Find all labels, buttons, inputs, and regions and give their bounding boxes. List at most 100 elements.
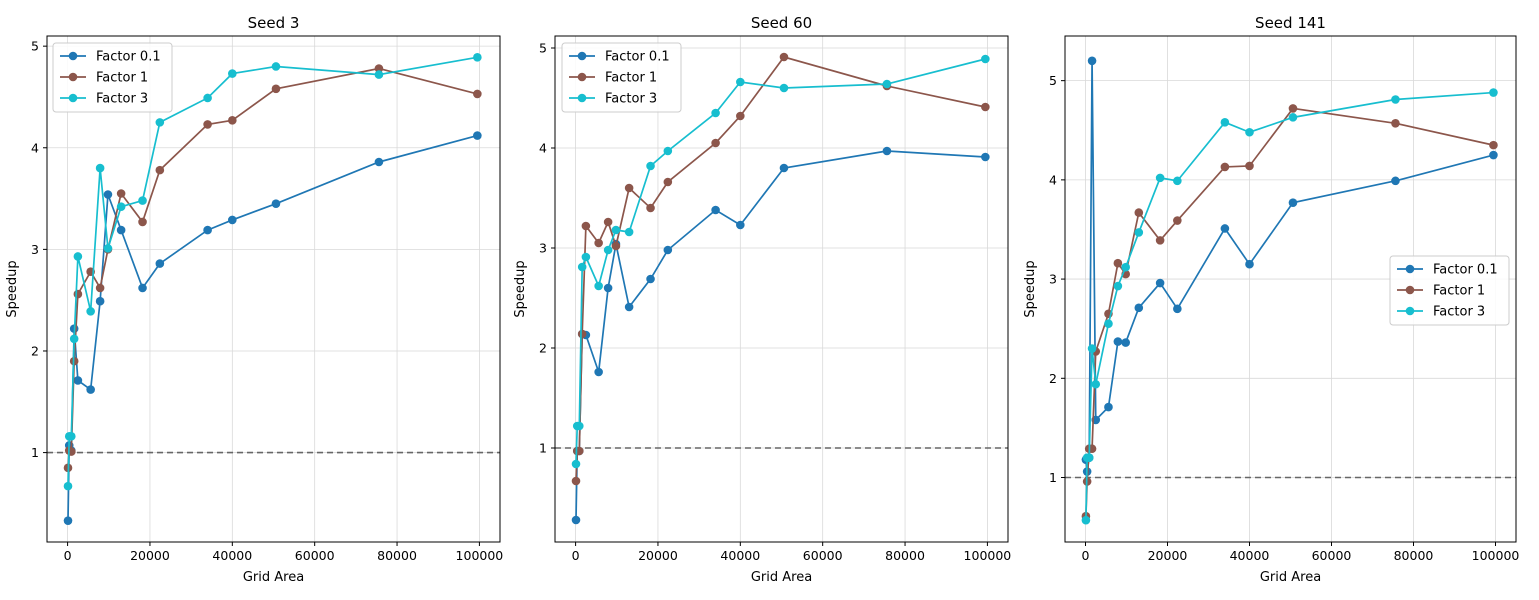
y-tick-label: 4 — [539, 141, 547, 156]
data-point — [1134, 303, 1144, 313]
legend-frame — [1389, 255, 1510, 326]
data-point — [1081, 515, 1091, 525]
plot-frame — [1064, 35, 1517, 543]
data-point — [116, 225, 126, 235]
data-point — [1087, 56, 1097, 66]
data-point — [374, 70, 384, 79]
legend-label-1: Factor 0.1 — [605, 50, 670, 65]
data-point — [1245, 127, 1254, 137]
series-line-1 — [1085, 60, 1494, 472]
data-point — [1173, 176, 1182, 186]
chart-panel-2: 0 20000 40000 60000 80000 100000 1 2 3 4 5 Seed 60 G… — [513, 14, 1011, 585]
data-point — [981, 152, 990, 162]
data-point — [86, 385, 95, 394]
data-point — [736, 111, 745, 121]
y-axis-label: Speedup — [1023, 260, 1038, 317]
chart-title: Seed 141 — [1255, 14, 1326, 32]
series-line-3 — [575, 58, 986, 465]
x-tick-label: 20000 — [130, 548, 170, 563]
data-point — [228, 69, 237, 78]
y-tick-label: 5 — [539, 41, 547, 56]
x-tick-label: 60000 — [1312, 548, 1352, 563]
y-tick-label: 5 — [31, 39, 39, 54]
data-point — [646, 203, 655, 213]
data-point — [571, 459, 581, 469]
data-point — [1121, 262, 1130, 272]
data-point — [1489, 150, 1498, 160]
data-point — [1087, 344, 1097, 353]
data-point — [138, 217, 147, 227]
data-point — [1245, 259, 1254, 269]
legend-label-3: Factor 3 — [1433, 305, 1485, 320]
data-point — [611, 241, 621, 251]
data-point — [155, 165, 165, 175]
data-point — [1220, 162, 1230, 172]
legend-label-3: Factor 3 — [96, 92, 148, 107]
x-tick-label: 100000 — [456, 548, 504, 563]
data-point — [1121, 338, 1130, 347]
plot-area — [555, 36, 1008, 542]
data-point — [663, 146, 673, 156]
data-point — [624, 183, 634, 193]
legend-marker-2 — [577, 72, 587, 82]
data-point — [779, 52, 789, 62]
data-point — [981, 102, 990, 112]
data-point — [1391, 119, 1400, 128]
data-point — [271, 84, 281, 94]
data-point — [624, 227, 634, 237]
legend-label-1: Factor 0.1 — [1433, 263, 1498, 278]
data-point — [577, 262, 587, 272]
plot-area — [47, 36, 500, 542]
data-point — [711, 138, 720, 148]
data-point — [594, 367, 603, 377]
legend: Factor 0.1 Factor 1 Factor 3 — [1389, 255, 1510, 326]
data-point — [203, 225, 212, 235]
x-tick-label: 0 — [64, 548, 72, 563]
legend: Factor 0.1 Factor 1 Factor 3 — [52, 42, 173, 113]
data-point — [86, 307, 95, 316]
x-axis-label: Grid Area — [751, 570, 812, 585]
x-tick-label: 20000 — [1148, 548, 1188, 563]
data-point — [73, 252, 83, 261]
x-axis-label: Grid Area — [243, 570, 304, 585]
y-axis-label: Speedup — [513, 260, 528, 317]
data-point — [116, 202, 126, 211]
y-tick-label: 4 — [31, 140, 39, 155]
x-tick-label: 80000 — [885, 548, 925, 563]
data-point — [1391, 176, 1400, 186]
chart-panel-1: 0 20000 40000 60000 80000 100000 1 2 3 4 5 Seed 3 Gr… — [5, 14, 503, 585]
data-point — [228, 116, 237, 125]
x-tick-label: 80000 — [1394, 548, 1434, 563]
chart-panel-3: 0 20000 40000 60000 80000 100000 1 2 3 4 5 Seed 141… — [1023, 14, 1519, 585]
data-point — [736, 77, 745, 87]
data-point — [646, 274, 655, 284]
data-point — [1220, 224, 1230, 233]
x-tick-label: 20000 — [638, 548, 678, 563]
data-point — [138, 196, 147, 205]
data-point — [1489, 88, 1498, 97]
data-point — [1091, 379, 1101, 389]
legend-label-3: Factor 3 — [605, 92, 657, 107]
data-point — [103, 190, 113, 199]
data-point — [1155, 173, 1165, 183]
data-point — [1113, 258, 1123, 268]
data-point — [1084, 453, 1094, 462]
data-point — [73, 376, 83, 385]
x-tick-label: 60000 — [803, 548, 843, 563]
data-point — [594, 281, 603, 291]
data-point — [95, 283, 105, 293]
x-tick-label: 40000 — [212, 548, 252, 563]
data-point — [1288, 198, 1298, 207]
series-line-3 — [1085, 91, 1494, 521]
data-point — [138, 283, 147, 293]
data-point — [571, 476, 581, 486]
chart-title: Seed 60 — [751, 14, 812, 32]
y-tick-label: 3 — [1049, 272, 1057, 287]
x-tick-label: 40000 — [720, 548, 760, 563]
legend-label-1: Factor 0.1 — [96, 50, 161, 65]
legend-marker-2 — [68, 72, 78, 82]
data-point — [69, 334, 79, 344]
data-point — [736, 220, 745, 230]
data-point — [711, 205, 720, 215]
data-point — [271, 62, 281, 71]
